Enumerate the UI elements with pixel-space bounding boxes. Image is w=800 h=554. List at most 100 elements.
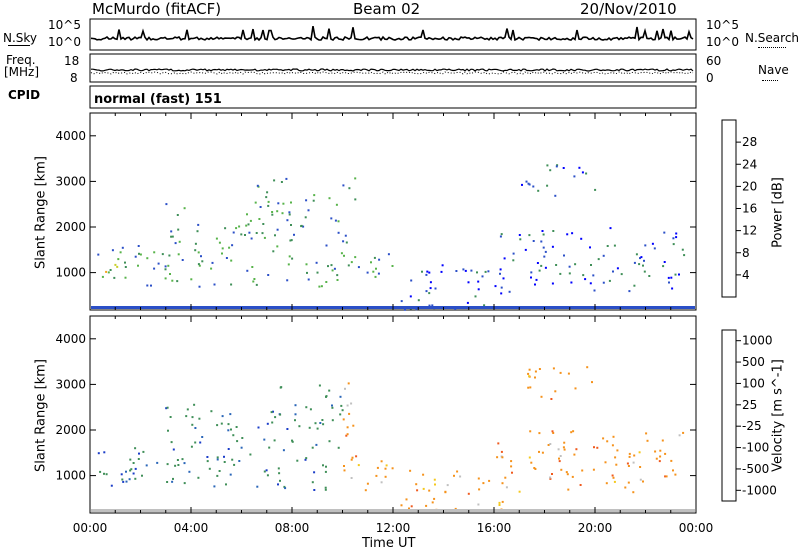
ground-scatter-cell: [587, 509, 589, 512]
echo-cell: [566, 473, 569, 476]
echo-cell: [541, 230, 544, 232]
ground-scatter-cell: [101, 509, 103, 512]
ground-scatter-cell: [511, 509, 513, 512]
ground-scatter-cell: [649, 306, 651, 309]
ground-scatter-cell: [603, 306, 605, 309]
ground-scatter-cell: [479, 306, 481, 309]
echo-cell: [536, 262, 539, 264]
ground-scatter-cell: [263, 509, 265, 512]
ground-scatter-cell: [359, 509, 361, 512]
echo-cell: [251, 266, 254, 268]
echo-cell: [319, 422, 322, 424]
ground-scatter-cell: [671, 306, 673, 309]
ground-scatter-cell: [147, 306, 149, 309]
echo-cell: [434, 287, 437, 290]
echo-cell: [121, 246, 124, 249]
echo-cell: [665, 475, 668, 478]
ground-scatter-cell: [573, 306, 575, 309]
echo-cell: [552, 432, 555, 434]
echo-cell: [328, 197, 331, 200]
ground-scatter-cell: [281, 509, 283, 512]
ground-scatter-cell: [609, 306, 611, 309]
ground-scatter-cell: [381, 306, 383, 309]
ground-scatter-cell: [203, 306, 205, 309]
beam-title: Beam 02: [353, 0, 421, 18]
echo-cell: [311, 481, 314, 484]
echo-cell: [296, 459, 299, 462]
echo-cell: [570, 281, 573, 284]
echo-cell: [613, 480, 616, 483]
ground-scatter-cell: [107, 509, 109, 512]
ground-scatter-cell: [407, 509, 409, 512]
ground-scatter-cell: [457, 509, 459, 512]
ground-scatter-cell: [289, 306, 291, 309]
ground-scatter-cell: [105, 306, 107, 309]
echo-cell: [620, 273, 623, 276]
ground-scatter-cell: [233, 306, 235, 309]
echo-cell: [153, 251, 156, 254]
ground-scatter-cell: [411, 306, 413, 309]
echo-cell: [664, 452, 667, 455]
ground-scatter-cell: [155, 306, 157, 309]
echo-cell: [541, 451, 544, 454]
echo-cell: [470, 269, 473, 272]
ground-scatter-cell: [611, 306, 613, 309]
ground-scatter-cell: [575, 509, 577, 512]
echo-cell: [606, 245, 609, 247]
ground-scatter-cell: [639, 509, 641, 512]
echo-cell: [604, 461, 607, 464]
nsky-tick-top: 10^5: [48, 18, 81, 32]
echo-cell: [454, 507, 457, 510]
ground-scatter-cell: [145, 306, 147, 309]
echo-cell: [478, 488, 481, 491]
echo-cell: [538, 432, 541, 435]
ground-scatter-cell: [611, 509, 613, 512]
echo-cell: [346, 404, 349, 407]
echo-cell: [528, 234, 531, 237]
ground-scatter-cell: [453, 306, 455, 309]
ground-scatter-cell: [299, 306, 301, 309]
echo-cell: [122, 480, 125, 483]
ground-scatter-cell: [101, 306, 103, 309]
ground-scatter-cell: [593, 306, 595, 309]
echo-cell: [305, 263, 308, 266]
ground-scatter-cell: [663, 509, 665, 512]
ground-scatter-cell: [519, 306, 521, 309]
echo-cell: [628, 290, 631, 293]
echo-cell: [124, 276, 127, 279]
echo-cell: [103, 451, 106, 454]
ground-scatter-cell: [427, 509, 429, 512]
echo-cell: [675, 232, 678, 235]
ground-scatter-cell: [373, 509, 375, 512]
ground-scatter-cell: [355, 509, 357, 512]
ground-scatter-cell: [211, 509, 213, 512]
ground-scatter-cell: [137, 306, 139, 309]
echo-cell: [459, 475, 462, 478]
echo-cell: [615, 463, 618, 466]
ground-scatter-cell: [191, 306, 193, 309]
echo-cell: [426, 270, 429, 273]
echo-cell: [567, 372, 570, 375]
ground-scatter-cell: [167, 509, 169, 512]
ground-scatter-cell: [421, 509, 423, 512]
echo-cell: [529, 386, 532, 389]
ground-scatter-cell: [107, 306, 109, 309]
echo-cell: [220, 422, 223, 425]
echo-cell: [671, 287, 674, 290]
echo-cell: [336, 279, 339, 281]
ground-scatter-cell: [133, 306, 135, 309]
ground-scatter-cell: [263, 306, 265, 309]
ground-scatter-cell: [687, 306, 689, 309]
ground-scatter-cell: [323, 509, 325, 512]
freq-tick-top: 18: [64, 54, 80, 68]
echo-cell: [279, 479, 281, 482]
ground-scatter-cell: [663, 306, 665, 309]
ground-scatter-cell: [395, 509, 397, 512]
ground-scatter-cell: [249, 306, 251, 309]
echo-cell: [328, 440, 331, 443]
echo-cell: [137, 458, 140, 460]
ground-scatter-cell: [533, 306, 535, 309]
echo-cell: [274, 234, 276, 237]
echo-cell: [528, 368, 531, 371]
echo-cell: [302, 225, 305, 228]
